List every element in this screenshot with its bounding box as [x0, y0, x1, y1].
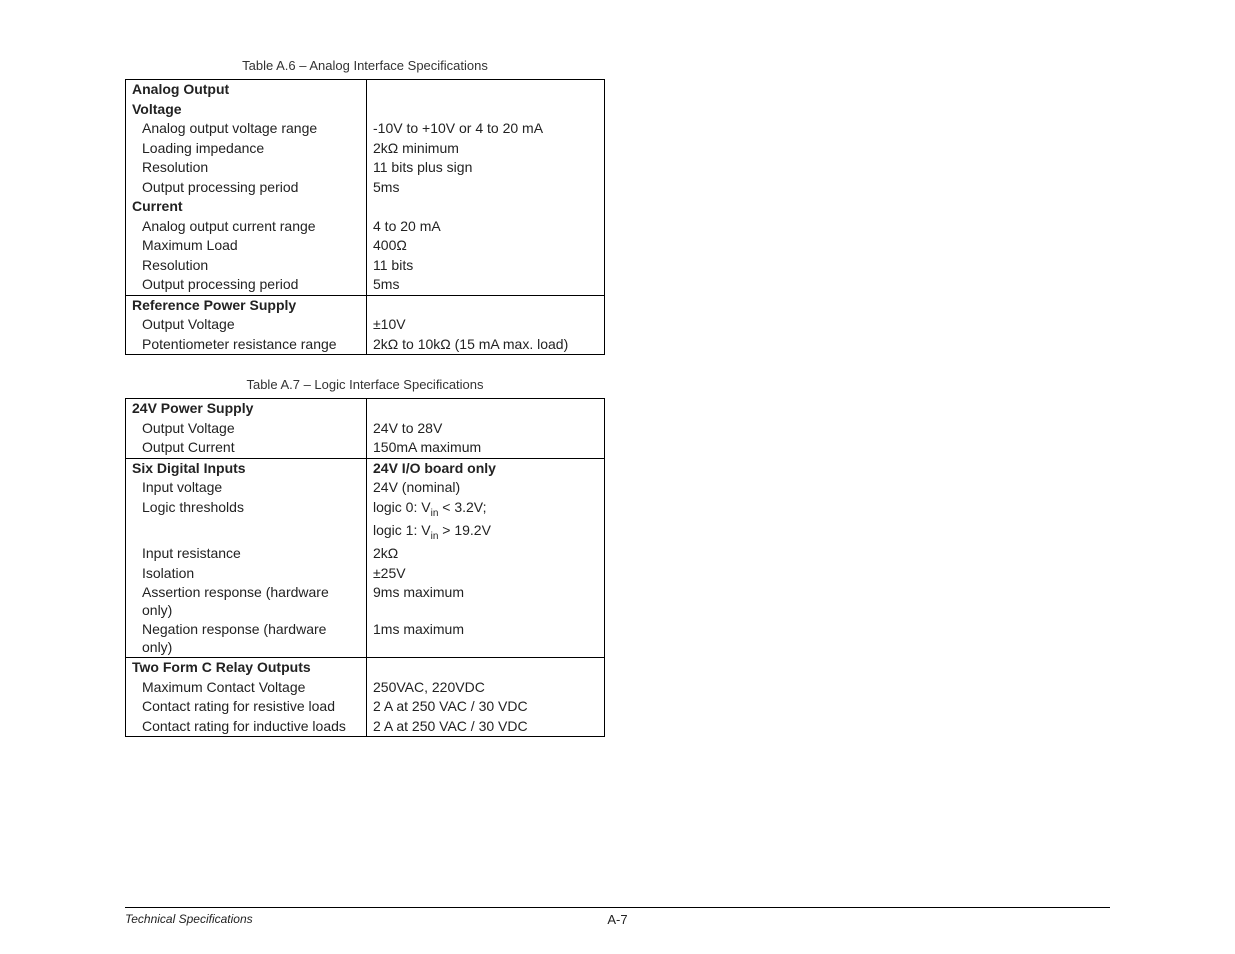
cell-value: 2kΩ [367, 544, 605, 564]
table-row: Analog output voltage range -10V to +10V… [126, 119, 605, 139]
cell-label: Input voltage [132, 479, 222, 497]
table-a7-caption: Table A.7 – Logic Interface Specificatio… [125, 377, 605, 392]
cell-value: ±10V [367, 315, 605, 335]
section-header: Two Form C Relay Outputs [132, 659, 311, 675]
cell-value: 24V (nominal) [367, 478, 605, 498]
cell-label: Contact rating for inductive loads [132, 718, 346, 736]
cell-label: Analog output voltage range [132, 120, 317, 138]
cell-label: Output processing period [132, 179, 298, 197]
cell-value: 150mA maximum [367, 438, 605, 458]
table-row: Current [126, 197, 605, 217]
table-row: Negation response (hardware only) 1ms ma… [126, 620, 605, 658]
table-row: Input resistance 2kΩ [126, 544, 605, 564]
table-row: Potentiometer resistance range 2kΩ to 10… [126, 335, 605, 355]
cell-label: Contact rating for resistive load [132, 698, 335, 716]
table-a6-caption: Table A.6 – Analog Interface Specificati… [125, 58, 605, 73]
cell-value: 11 bits plus sign [367, 158, 605, 178]
cell-value: logic 1: Vin > 19.2V [367, 521, 605, 544]
cell-label: Negation response (hardware only) [132, 621, 360, 656]
table-row: Loading impedance 2kΩ minimum [126, 139, 605, 159]
table-row: Contact rating for inductive loads 2 A a… [126, 717, 605, 737]
cell-value: 2 A at 250 VAC / 30 VDC [367, 697, 605, 717]
table-row: Output Voltage ±10V [126, 315, 605, 335]
cell-value [367, 295, 605, 315]
cell-value: 24V to 28V [367, 419, 605, 439]
table-a7: 24V Power Supply Output Voltage 24V to 2… [125, 398, 605, 737]
table-row: Reference Power Supply [126, 295, 605, 315]
cell-value: -10V to +10V or 4 to 20 mA [367, 119, 605, 139]
cell-value [367, 399, 605, 419]
cell-label: Resolution [132, 159, 208, 177]
table-row: Resolution 11 bits plus sign [126, 158, 605, 178]
cell-label: Maximum Load [132, 237, 238, 255]
table-a6: Analog Output Voltage Analog output volt… [125, 79, 605, 355]
cell-value: 11 bits [367, 256, 605, 276]
table-row: Isolation ±25V [126, 564, 605, 584]
table-row: Output processing period 5ms [126, 178, 605, 198]
section-subheader: Voltage [132, 101, 182, 117]
cell-value: 2 A at 250 VAC / 30 VDC [367, 717, 605, 737]
cell-label: Loading impedance [132, 140, 264, 158]
cell-value: 250VAC, 220VDC [367, 678, 605, 698]
page-footer: Technical Specifications A-7 [125, 907, 1110, 926]
cell-value: 5ms [367, 275, 605, 295]
table-row: Analog output current range 4 to 20 mA [126, 217, 605, 237]
table-row: Output Current 150mA maximum [126, 438, 605, 458]
table-row: logic 1: Vin > 19.2V [126, 521, 605, 544]
table-row: Logic thresholds logic 0: Vin < 3.2V; [126, 498, 605, 521]
cell-value: 9ms maximum [367, 583, 605, 620]
table-row: Contact rating for resistive load 2 A at… [126, 697, 605, 717]
cell-label: Output processing period [132, 276, 298, 294]
footer-page-number: A-7 [607, 912, 627, 927]
page: Table A.6 – Analog Interface Specificati… [0, 0, 1235, 954]
cell-value [367, 658, 605, 678]
cell-value: 4 to 20 mA [367, 217, 605, 237]
cell-value: 2kΩ minimum [367, 139, 605, 159]
cell-label: Output Current [132, 439, 235, 457]
section-subheader: Current [132, 198, 183, 214]
cell-value: 400Ω [367, 236, 605, 256]
cell-value: 5ms [367, 178, 605, 198]
section-header: 24V Power Supply [132, 400, 253, 416]
footer-title: Technical Specifications [125, 912, 253, 926]
cell-value [367, 80, 605, 100]
table-row: Output processing period 5ms [126, 275, 605, 295]
section-header: Analog Output [132, 81, 229, 97]
table-row: Analog Output [126, 80, 605, 100]
table-row: Maximum Contact Voltage 250VAC, 220VDC [126, 678, 605, 698]
cell-label: Isolation [132, 565, 194, 583]
section-header: Reference Power Supply [132, 297, 296, 313]
table-row: Input voltage 24V (nominal) [126, 478, 605, 498]
table-row: Two Form C Relay Outputs [126, 658, 605, 678]
cell-label: Input resistance [132, 545, 241, 563]
cell-label: Output Voltage [132, 420, 235, 438]
cell-value: ±25V [367, 564, 605, 584]
cell-value: 1ms maximum [367, 620, 605, 658]
cell-label: Output Voltage [132, 316, 235, 334]
cell-label: Potentiometer resistance range [132, 336, 337, 354]
cell-value: 2kΩ to 10kΩ (15 mA max. load) [367, 335, 605, 355]
cell-label: Resolution [132, 257, 208, 275]
cell-label: Assertion response (hardware only) [132, 584, 360, 619]
cell-label: Maximum Contact Voltage [132, 679, 305, 697]
cell-label: Analog output current range [132, 218, 316, 236]
table-row: Output Voltage 24V to 28V [126, 419, 605, 439]
table-row: Six Digital Inputs 24V I/O board only [126, 458, 605, 478]
table-row: Assertion response (hardware only) 9ms m… [126, 583, 605, 620]
table-row: 24V Power Supply [126, 399, 605, 419]
table-row: Resolution 11 bits [126, 256, 605, 276]
cell-value: 24V I/O board only [373, 460, 496, 476]
section-header: Six Digital Inputs [132, 460, 246, 476]
cell-value: logic 0: Vin < 3.2V; [367, 498, 605, 521]
table-row: Voltage [126, 100, 605, 120]
cell-label: Logic thresholds [132, 499, 244, 517]
table-row: Maximum Load 400Ω [126, 236, 605, 256]
